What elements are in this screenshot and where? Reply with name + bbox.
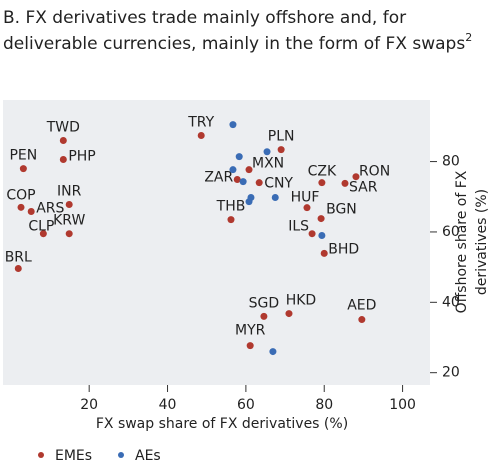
point [358, 316, 366, 324]
chart-title: B. FX derivatives trade mainly offshore … [3, 8, 406, 28]
point [246, 342, 254, 350]
point-label: ZAR [204, 170, 233, 186]
point [65, 201, 73, 208]
point [245, 166, 253, 174]
point [318, 231, 326, 239]
point-label: CZK [308, 164, 337, 180]
point [318, 179, 326, 187]
point-label: PEN [9, 148, 37, 164]
y-tick-label: 80 [442, 154, 460, 170]
y-tick-label: 40 [442, 294, 460, 310]
point [271, 193, 279, 201]
point [352, 173, 360, 181]
point-label: AED [347, 298, 376, 314]
plot-area [3, 100, 430, 385]
point-label: SGD [249, 295, 280, 311]
x-tick-label: 40 [159, 397, 177, 413]
point-label: COP [6, 187, 35, 203]
title-note: 2 [465, 31, 472, 44]
point [227, 216, 235, 224]
x-tick-label: 20 [80, 397, 98, 413]
point [19, 165, 27, 173]
point-label: HKD [286, 293, 317, 309]
point-label: CNY [264, 176, 293, 192]
point [59, 136, 67, 144]
point-label: HUF [291, 190, 320, 206]
point-label: PHP [68, 148, 95, 164]
point [285, 310, 293, 318]
point-label: MYR [235, 323, 266, 339]
point-label: TRY [187, 115, 214, 131]
point-label: BHD [328, 241, 359, 257]
point [320, 249, 328, 257]
chart-title: deliverable currencies, mainly in the fo… [3, 34, 465, 54]
point-label: ARS [36, 201, 64, 217]
y-tick-label: 60 [442, 224, 460, 240]
point [14, 265, 22, 273]
legend-label: AEs [135, 448, 161, 464]
point [245, 198, 253, 206]
point-label: ILS [288, 219, 309, 235]
point-label: RON [359, 164, 390, 180]
point [269, 348, 277, 356]
point-label: KRW [53, 213, 85, 229]
point [260, 312, 268, 320]
x-tick-label: 80 [315, 397, 333, 413]
point [255, 179, 263, 187]
point [308, 230, 316, 238]
legend-marker [38, 452, 44, 458]
point [197, 132, 205, 140]
point [317, 215, 325, 223]
point [341, 179, 349, 187]
point [303, 204, 311, 212]
point-label: THB [216, 199, 246, 215]
point-label: BGN [326, 202, 357, 218]
point-label: PLN [268, 129, 295, 145]
point [65, 230, 73, 238]
point-label: SAR [349, 179, 378, 195]
point [233, 176, 241, 184]
point [277, 146, 285, 154]
point [59, 155, 67, 163]
point-label: BRL [5, 250, 32, 266]
point-label: TWD [46, 119, 80, 135]
legend-marker [118, 452, 124, 458]
y-tick-label: 20 [442, 365, 460, 381]
point-label: MXN [252, 156, 284, 172]
point [229, 166, 237, 174]
point-label: CLP [28, 219, 54, 235]
point [27, 208, 35, 216]
legend-label: EMEs [55, 448, 92, 464]
point [39, 230, 47, 238]
x-axis-label: FX swap share of FX derivatives (%) [96, 416, 348, 432]
point [263, 148, 271, 156]
chart-title: deliverable currencies, mainly in the fo… [3, 31, 472, 54]
point [229, 121, 237, 129]
x-tick-label: 60 [237, 397, 255, 413]
point [239, 178, 247, 186]
point-label: INR [57, 184, 82, 200]
point [235, 153, 243, 161]
y-axis-label: Offshore share of FX [454, 170, 470, 313]
point [17, 203, 25, 211]
x-tick-label: 100 [389, 397, 416, 413]
y-axis-label: derivatives (%) [474, 189, 490, 295]
